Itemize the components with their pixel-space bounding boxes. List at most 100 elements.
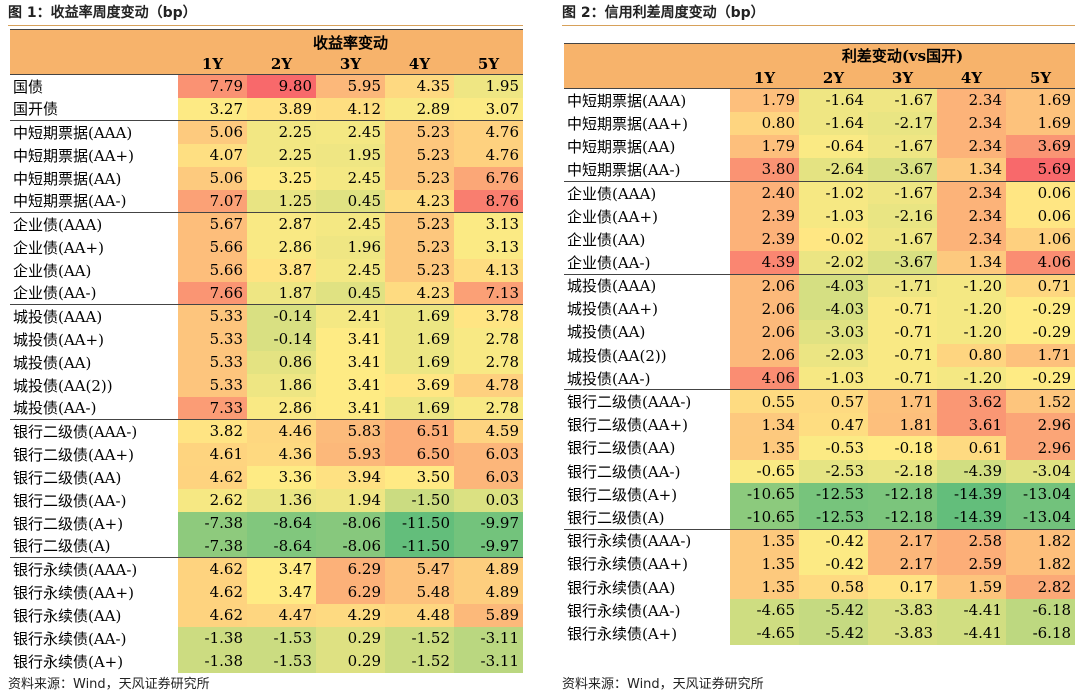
heatmap-cell: 4.35 xyxy=(385,74,454,98)
figure-caption: 图 1：收益率周度变动（bp） xyxy=(8,5,197,21)
heatmap-cell: -1.64 xyxy=(799,87,868,112)
row-label: 银行永续债(AA-) xyxy=(10,626,178,650)
heatmap-cell: 0.17 xyxy=(868,575,937,599)
table-row: 银行永续债(AAA-) 1.35 -0.42 2.17 2.58 1.82 xyxy=(564,528,1076,553)
source-note: 资料来源：Wind，天风证券研究所 xyxy=(8,677,210,692)
table-row: 企业债(AA+) 5.66 2.86 1.96 5.23 3.13 xyxy=(10,235,524,259)
heatmap-cell: -2.18 xyxy=(868,459,937,483)
column-header: 2Y xyxy=(247,54,316,75)
row-label: 企业债(AA) xyxy=(564,227,730,251)
column-header: 1Y xyxy=(178,54,247,75)
row-label: 银行永续债(A+) xyxy=(10,649,178,673)
heatmap-cell: 0.58 xyxy=(799,575,868,599)
table-row: 中短期票据(AAA) 5.06 2.25 2.45 5.23 4.76 xyxy=(10,120,524,144)
heatmap-cell: 3.47 xyxy=(247,580,316,604)
heatmap-cell: 5.23 xyxy=(385,235,454,259)
heatmap-cell: 4.23 xyxy=(385,189,454,213)
heatmap-cell: 5.06 xyxy=(178,120,247,144)
heatmap-cell: 4.76 xyxy=(454,143,524,167)
heatmap-cell: -6.18 xyxy=(1006,621,1076,645)
heatmap-cell: 1.94 xyxy=(316,488,385,512)
heatmap-cell: 1.06 xyxy=(1006,227,1076,251)
heatmap-cell: 1.69 xyxy=(385,304,454,328)
row-label: 银行二级债(AA-) xyxy=(10,488,178,512)
heatmap-cell: -4.03 xyxy=(799,297,868,321)
heatmap-cell: -3.67 xyxy=(868,158,937,182)
row-label: 中短期票据(AA) xyxy=(10,166,178,190)
heatmap-cell: -13.04 xyxy=(1006,482,1076,506)
heatmap-cell: 2.17 xyxy=(868,528,937,553)
heatmap-cell: 6.50 xyxy=(385,442,454,466)
heatmap-cell: -8.06 xyxy=(316,511,385,535)
heatmap-cell: -0.64 xyxy=(799,134,868,159)
row-label: 城投债(AAA) xyxy=(10,304,178,328)
column-header: 4Y xyxy=(937,67,1006,89)
heatmap-cell: 3.41 xyxy=(316,327,385,351)
heatmap-cell: 2.06 xyxy=(730,297,799,321)
heatmap-cell: -3.03 xyxy=(799,320,868,344)
table-row: 企业债(AA-) 4.39 -2.02 -3.67 1.34 4.06 xyxy=(564,250,1076,274)
heatmap-cell: -4.65 xyxy=(730,598,799,622)
heatmap-cell: 0.06 xyxy=(1006,180,1076,205)
column-header: 5Y xyxy=(454,54,524,75)
heatmap-cell: -1.67 xyxy=(868,87,937,112)
heatmap-cell: 0.80 xyxy=(937,343,1006,367)
heatmap-cell: -4.41 xyxy=(937,621,1006,645)
heatmap-cell: 0.29 xyxy=(316,626,385,650)
heatmap-cell: -4.39 xyxy=(937,459,1006,483)
heatmap-cell: 4.46 xyxy=(247,419,316,443)
heatmap-cell: 1.25 xyxy=(247,189,316,213)
heatmap-cell: 2.59 xyxy=(937,552,1006,576)
row-label: 银行二级债(AA-) xyxy=(564,459,730,483)
heatmap-cell: 4.39 xyxy=(730,250,799,274)
heatmap-cell: -0.71 xyxy=(868,343,937,367)
table-row: 银行二级债(AA-) 2.62 1.36 1.94 -1.50 0.03 xyxy=(10,488,524,512)
table-row: 银行永续债(AA) 4.62 4.47 4.29 4.48 5.89 xyxy=(10,603,524,627)
table-row: 城投债(AA) 2.06 -3.03 -0.71 -1.20 -0.29 xyxy=(564,320,1076,344)
heatmap-cell: -0.42 xyxy=(799,552,868,576)
table-row: 国开债 3.27 3.89 4.12 2.89 3.07 xyxy=(10,97,524,121)
heatmap-cell: 4.78 xyxy=(454,373,524,397)
heatmap-cell: 3.25 xyxy=(247,166,316,190)
heatmap-cell: 4.62 xyxy=(178,603,247,627)
row-label: 中短期票据(AA-) xyxy=(564,158,730,182)
heatmap-cell: 0.61 xyxy=(937,436,1006,460)
heatmap-cell: 1.34 xyxy=(937,158,1006,182)
heatmap-cell: 3.82 xyxy=(178,419,247,443)
heatmap-cell: 2.96 xyxy=(1006,436,1076,460)
heatmap-cell: 5.23 xyxy=(385,166,454,190)
heatmap-cell: 3.07 xyxy=(454,97,524,121)
heatmap-cell: 1.96 xyxy=(316,235,385,259)
heatmap-cell: 5.06 xyxy=(178,166,247,190)
table-row: 中短期票据(AA-) 7.07 1.25 0.45 4.23 8.76 xyxy=(10,189,524,213)
row-label: 银行二级债(A+) xyxy=(10,511,178,535)
heatmap-cell: 4.61 xyxy=(178,442,247,466)
table-row: 银行二级债(A+) -7.38 -8.64 -8.06 -11.50 -9.97 xyxy=(10,511,524,535)
table-row: 城投债(AA(2)) 2.06 -2.03 -0.71 0.80 1.71 xyxy=(564,343,1076,367)
heatmap-cell: 1.52 xyxy=(1006,389,1076,414)
heatmap-cell: 3.69 xyxy=(1006,134,1076,159)
heatmap-cell: -12.18 xyxy=(868,482,937,506)
heatmap-cell: 1.95 xyxy=(316,143,385,167)
heatmap-cell: 1.86 xyxy=(247,373,316,397)
heatmap-cell: 2.34 xyxy=(937,87,1006,112)
heatmap-cell: 3.94 xyxy=(316,465,385,489)
table-row: 国债 7.79 9.80 5.95 4.35 1.95 xyxy=(10,74,524,98)
heatmap-cell: 7.07 xyxy=(178,189,247,213)
heatmap-cell: 2.87 xyxy=(247,212,316,236)
row-label: 银行永续债(AA+) xyxy=(10,580,178,604)
heatmap-cell: 4.13 xyxy=(454,258,524,282)
heatmap-cell: -1.52 xyxy=(385,626,454,650)
heatmap-cell: 2.25 xyxy=(247,120,316,144)
row-label: 中短期票据(AA+) xyxy=(10,143,178,167)
heatmap-cell: 5.23 xyxy=(385,212,454,236)
heatmap-cell: 2.25 xyxy=(247,143,316,167)
heatmap-cell: 2.78 xyxy=(454,350,524,374)
heatmap-cell: -4.41 xyxy=(937,598,1006,622)
heatmap-cell: 4.47 xyxy=(247,603,316,627)
heatmap-cell: 0.45 xyxy=(316,281,385,305)
spread-change-table: 利差变动(vs国开) 1Y 2Y 3Y 4Y 5Y 中短期票据(AAA) 1.79 -1.6… xyxy=(564,43,1076,645)
table-row: 中短期票据(AA-) 3.80 -2.64 -3.67 1.34 5.69 xyxy=(564,158,1076,182)
heatmap-cell: -1.67 xyxy=(868,180,937,205)
heatmap-cell: 0.71 xyxy=(1006,273,1076,298)
